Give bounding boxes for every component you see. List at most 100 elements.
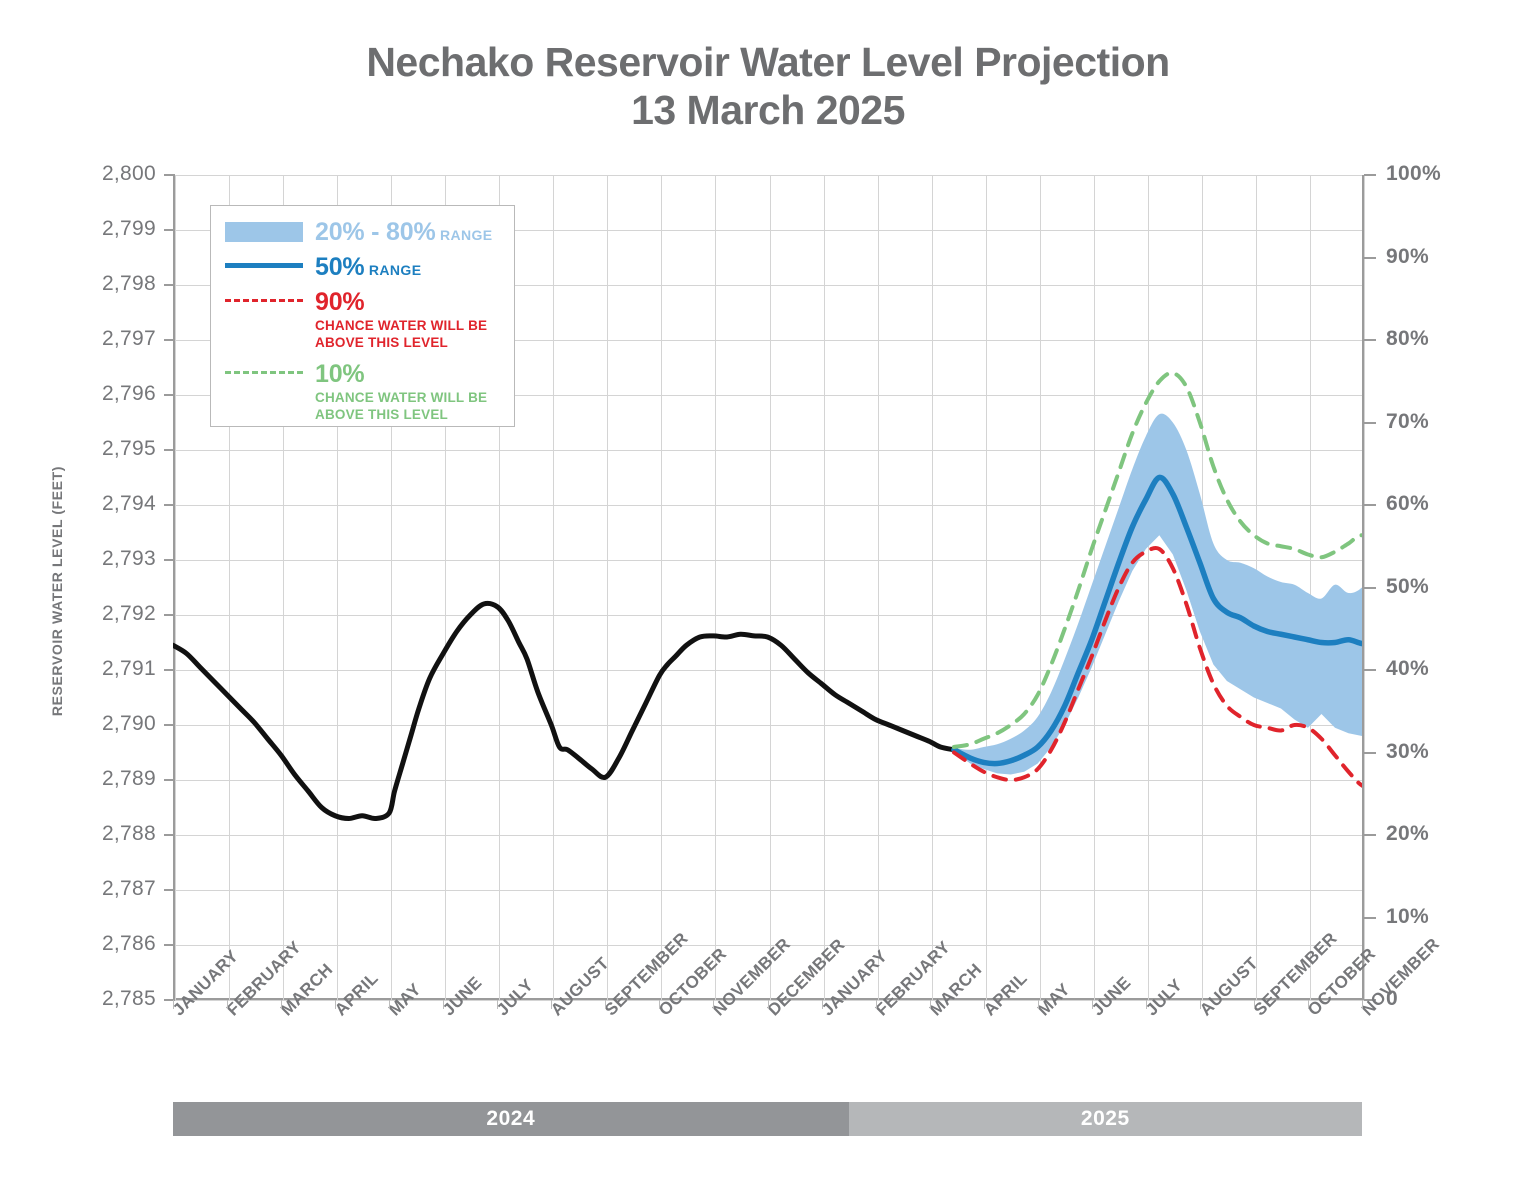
right-axis-tick-mark bbox=[1364, 999, 1376, 1001]
legend-median-value: 50% bbox=[315, 253, 365, 281]
y-axis-tick-mark bbox=[164, 559, 175, 561]
grid-line-horizontal bbox=[175, 670, 1364, 671]
right-axis-tick-label: 60% bbox=[1386, 492, 1429, 515]
y-axis-tick-mark bbox=[164, 944, 175, 946]
grid-line-horizontal bbox=[175, 615, 1364, 616]
grid-line-vertical bbox=[499, 175, 501, 1000]
confidence-band-20-80 bbox=[953, 413, 1362, 775]
legend-band-value: 20% - 80% bbox=[315, 218, 436, 246]
y-axis-tick-label: 2,792 bbox=[101, 602, 156, 625]
x-axis-tick-mark bbox=[767, 1000, 769, 1009]
y-axis-tick-label: 2,795 bbox=[101, 437, 156, 460]
y-axis-tick-mark bbox=[164, 174, 175, 176]
grid-line-horizontal bbox=[175, 1000, 1364, 1001]
right-axis-tick-mark bbox=[1364, 421, 1376, 424]
grid-line-vertical bbox=[661, 175, 663, 1000]
year-bar-2025: 2025 bbox=[848, 1102, 1362, 1136]
y-axis-tick-label: 2,786 bbox=[101, 932, 156, 955]
legend-item-band: 20% - 80% RANGE bbox=[225, 220, 514, 245]
x-axis-tick-mark bbox=[335, 1000, 337, 1009]
right-axis-tick-label: 100% bbox=[1386, 162, 1441, 185]
legend-p90-description: CHANCE WATER WILL BE ABOVE THIS LEVEL bbox=[315, 318, 488, 350]
grid-line-horizontal bbox=[175, 285, 1364, 286]
y-axis-tick-label: 2,798 bbox=[101, 272, 156, 295]
right-axis-tick-mark bbox=[1364, 339, 1376, 341]
legend-swatch-red-dashed-line-icon bbox=[225, 290, 303, 312]
grid-line-horizontal bbox=[175, 835, 1364, 836]
grid-line-horizontal bbox=[175, 560, 1364, 561]
chart-title-line-1: Nechako Reservoir Water Level Projection bbox=[366, 39, 1170, 85]
chart-series-layer bbox=[173, 370, 1362, 822]
y-axis-tick-mark bbox=[164, 999, 175, 1001]
legend-item-median: 50% RANGE bbox=[225, 255, 514, 280]
grid-line-horizontal bbox=[175, 175, 1364, 176]
x-axis-tick-mark bbox=[983, 1000, 985, 1009]
right-axis-tick-label: 0 bbox=[1386, 987, 1398, 1010]
right-axis-tick-label: 30% bbox=[1386, 739, 1429, 763]
chart-title: Nechako Reservoir Water Level Projection… bbox=[0, 38, 1536, 135]
x-axis-tick-mark bbox=[281, 1000, 283, 1009]
right-axis-tick-mark bbox=[1364, 504, 1376, 506]
x-axis-tick-mark bbox=[497, 1000, 499, 1009]
grid-line-vertical bbox=[877, 175, 879, 1000]
right-axis-tick-mark bbox=[1364, 751, 1376, 754]
x-axis-tick-mark bbox=[1091, 1000, 1093, 1009]
x-axis-tick-mark bbox=[1199, 1000, 1201, 1009]
x-axis-tick-mark bbox=[443, 1000, 445, 1009]
grid-line-vertical bbox=[391, 175, 393, 1000]
y-axis-tick-mark bbox=[164, 229, 175, 231]
right-axis-tick-label: 20% bbox=[1386, 822, 1429, 845]
y-axis-tick-label: 2,785 bbox=[101, 987, 156, 1010]
grid-line-vertical bbox=[985, 175, 987, 1000]
grid-line-vertical bbox=[445, 175, 447, 1000]
y-axis-tick-label: 2,791 bbox=[101, 657, 156, 680]
x-axis-tick-mark bbox=[875, 1000, 877, 1009]
legend-swatch-solid-line-icon bbox=[225, 255, 303, 277]
year-bar-2025-label: 2025 bbox=[1080, 1107, 1130, 1130]
grid-line-vertical bbox=[1039, 175, 1041, 1000]
y-axis-tick-label: 2,790 bbox=[101, 712, 156, 735]
x-axis-tick-mark bbox=[173, 1000, 174, 1009]
right-axis-tick-label: 80% bbox=[1386, 327, 1429, 350]
right-axis-line bbox=[1362, 175, 1364, 1000]
x-axis-tick-mark bbox=[821, 1000, 823, 1009]
grid-line-vertical bbox=[931, 175, 933, 1000]
y-axis-tick-mark bbox=[164, 339, 175, 341]
plot-area bbox=[164, 174, 1365, 1001]
x-axis-tick-mark bbox=[1145, 1000, 1147, 1009]
right-axis-tick-label: 50% bbox=[1386, 574, 1429, 598]
grid-line-vertical bbox=[823, 175, 825, 1000]
right-axis-tick-mark bbox=[1364, 916, 1376, 919]
legend-band-unit: RANGE bbox=[439, 227, 493, 243]
legend-swatch-band-icon bbox=[225, 220, 303, 242]
year-bar-2024: 2024 bbox=[173, 1102, 849, 1136]
legend-p10-description: CHANCE WATER WILL BE ABOVE THIS LEVEL bbox=[315, 389, 488, 422]
y-axis-tick-mark bbox=[164, 889, 175, 891]
right-axis-tick-mark bbox=[1364, 586, 1376, 589]
grid-line-vertical bbox=[229, 175, 231, 1000]
grid-line-vertical bbox=[283, 175, 285, 1000]
y-axis-tick-label: 2,793 bbox=[101, 547, 156, 570]
x-axis-tick-mark bbox=[227, 1000, 229, 1009]
grid-line-vertical bbox=[553, 175, 555, 1000]
grid-line-vertical bbox=[337, 175, 339, 1000]
y-axis-tick-label: 2,800 bbox=[101, 162, 156, 185]
chart-title-line-2: 13 March 2025 bbox=[631, 87, 905, 134]
x-axis-tick-mark bbox=[713, 1000, 715, 1009]
right-axis-tick-label: 40% bbox=[1386, 657, 1429, 680]
y-axis-tick-label: 2,797 bbox=[101, 327, 156, 350]
x-axis-tick-mark bbox=[389, 1000, 391, 1009]
y-axis-tick-label: 2,799 bbox=[101, 217, 156, 240]
x-axis-tick-mark bbox=[659, 1000, 661, 1009]
p90-projection-line bbox=[951, 545, 1362, 788]
y-axis-tick-label: 2,789 bbox=[101, 767, 156, 790]
y-axis-tick-label: 2,794 bbox=[101, 492, 156, 515]
right-axis-tick-mark bbox=[1364, 174, 1376, 176]
x-axis-tick-mark bbox=[605, 1000, 607, 1009]
legend-item-p10: 10% CHANCE WATER WILL BE ABOVE THIS LEVE… bbox=[225, 361, 514, 424]
x-axis-tick-mark bbox=[1037, 1000, 1039, 1009]
y-axis-tick-mark bbox=[164, 504, 175, 506]
grid-line-vertical bbox=[715, 175, 717, 1000]
grid-line-horizontal bbox=[175, 505, 1364, 506]
right-axis-tick-label: 10% bbox=[1386, 904, 1429, 928]
